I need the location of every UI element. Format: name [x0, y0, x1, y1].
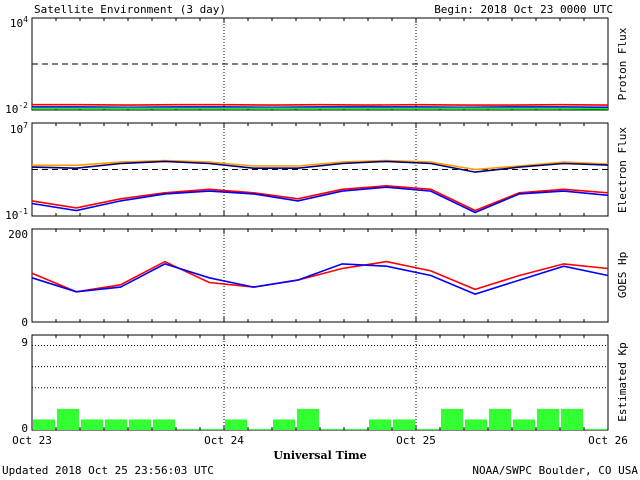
credit-text: NOAA/SWPC Boulder, CO USA	[472, 464, 638, 477]
kp-bar	[33, 419, 55, 430]
kp-bar	[225, 419, 247, 430]
kp-bar	[81, 419, 103, 430]
kp-bar	[201, 429, 223, 430]
proton-flux-panel	[32, 18, 609, 110]
plot-title: Satellite Environment (3 day)	[34, 3, 226, 16]
kp-bar	[561, 408, 583, 430]
kp-bar	[249, 429, 271, 430]
electron-flux-label: Electron Flux	[616, 127, 629, 213]
electron-ytick-bottom: 10-1	[5, 207, 28, 222]
kp-bar	[489, 408, 511, 430]
kp-bar	[345, 429, 367, 430]
series-line-2	[31, 184, 609, 212]
kp-bar	[369, 419, 391, 430]
series-line-0	[31, 260, 609, 293]
hp-ytick-bottom: 0	[21, 316, 28, 329]
kp-ytick-top: 9	[21, 336, 28, 349]
proton-panel-frame	[31, 17, 609, 111]
xtick-oct-24: Oct 24	[204, 434, 244, 447]
kp-bar	[417, 429, 439, 430]
goes-hp-panel	[31, 229, 609, 322]
kp-bar	[321, 429, 343, 430]
kp-bar	[393, 419, 415, 430]
estimated-kp-panel	[32, 335, 608, 430]
kp-bar	[57, 408, 79, 430]
kp-bar	[297, 408, 319, 430]
series-line-1	[31, 263, 609, 295]
kp-bar	[513, 419, 535, 430]
x-axis-label: Universal Time	[273, 449, 366, 462]
updated-timestamp: Updated 2018 Oct 25 23:56:03 UTC	[2, 464, 214, 477]
kp-bar	[441, 408, 463, 430]
kp-panel-frame	[31, 334, 609, 431]
xtick-oct-25: Oct 25	[396, 434, 436, 447]
kp-bar	[105, 419, 127, 430]
electron-ytick-top: 107	[10, 121, 28, 136]
electron-flux-panel	[31, 123, 609, 216]
xtick-oct-26: Oct 26	[588, 434, 628, 447]
series-line-2	[32, 107, 609, 110]
proton-ytick-top: 104	[10, 15, 28, 30]
series-line-1	[31, 160, 609, 173]
kp-ytick-bottom: 0	[21, 422, 28, 435]
begin-time: Begin: 2018 Oct 23 0000 UTC	[434, 3, 613, 16]
hp-ytick-top: 200	[8, 228, 28, 241]
kp-bar	[129, 419, 151, 430]
kp-bar	[273, 419, 295, 430]
proton-flux-label: Proton Flux	[616, 27, 629, 100]
estimated-kp-label: Estimated Kp	[616, 342, 629, 421]
kp-bar	[465, 419, 487, 430]
goes-hp-label: GOES Hp	[616, 252, 629, 298]
kp-bar	[153, 419, 175, 430]
xtick-oct-23: Oct 23	[12, 434, 52, 447]
series-line-3	[31, 186, 609, 214]
proton-ytick-bottom: 10-2	[5, 101, 28, 116]
kp-bar	[537, 408, 559, 430]
kp-bar	[585, 429, 607, 430]
series-line-0	[32, 159, 609, 171]
kp-bar	[177, 429, 199, 430]
